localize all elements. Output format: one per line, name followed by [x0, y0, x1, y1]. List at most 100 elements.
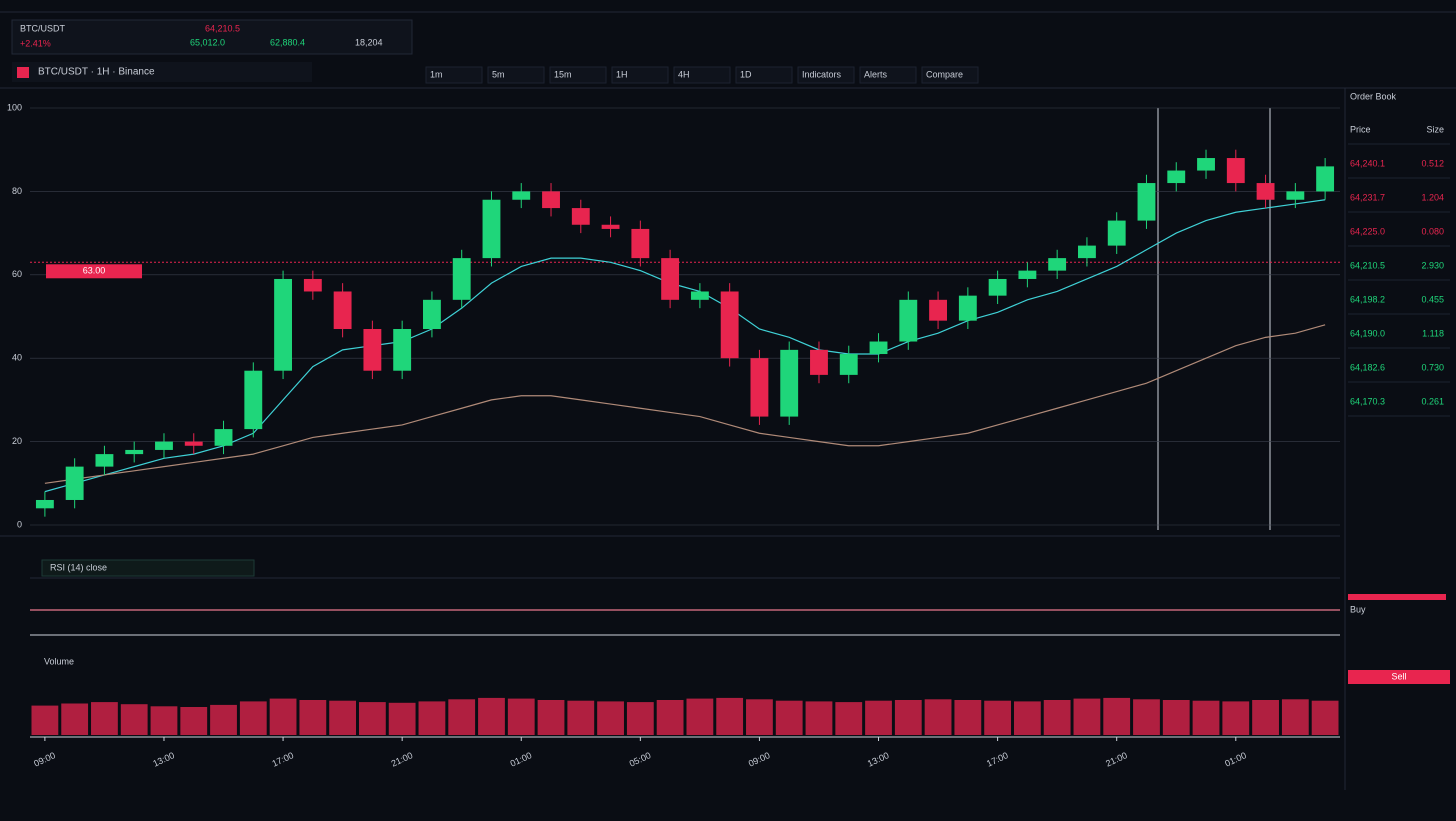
volume-bar	[537, 700, 565, 735]
low: 62,880.4	[270, 37, 305, 47]
toolbar-label[interactable]: 4H	[678, 69, 690, 79]
volume-bar	[686, 698, 714, 735]
high: 65,012.0	[190, 37, 225, 47]
y-tick-label: 40	[12, 353, 22, 363]
order-book-cell: 1.204	[1421, 192, 1444, 202]
toolbar-button[interactable]	[673, 66, 731, 84]
candle-body	[958, 295, 977, 321]
change: +2.41%	[20, 38, 51, 48]
order-book-cell: 0.512	[1421, 158, 1444, 168]
order-book-cell: 64,190.0	[1350, 328, 1385, 338]
y-tick-label: 0	[17, 519, 22, 529]
toolbar-button[interactable]	[549, 66, 607, 84]
volume-bar	[1103, 697, 1131, 735]
toolbar-button[interactable]	[797, 66, 855, 84]
candle-body	[214, 429, 233, 446]
candle-body	[244, 370, 263, 430]
price-line-label: 63.00	[83, 266, 106, 276]
y-tick-label: 80	[12, 186, 22, 196]
buy-button[interactable]	[1348, 594, 1446, 600]
volume-bar	[1133, 699, 1160, 735]
candle-body	[690, 291, 709, 300]
candle-body	[95, 454, 114, 467]
toolbar-button[interactable]	[735, 66, 793, 84]
order-book-cell: 0.455	[1421, 294, 1444, 304]
indicator-tag	[41, 559, 255, 577]
candle-body	[601, 224, 620, 229]
volume-bar	[1192, 700, 1220, 735]
candle-body	[988, 278, 1007, 296]
order-book-cell: 64,170.3	[1350, 396, 1385, 406]
toolbar-button[interactable]	[859, 66, 917, 84]
order-book-cell: 1.118	[1422, 328, 1444, 338]
indicator-label: RSI (14) close	[50, 562, 107, 572]
candle-body	[303, 278, 322, 292]
volume-bar	[805, 701, 833, 735]
volume-bar	[865, 700, 892, 735]
order-book-cell: 64,182.6	[1350, 362, 1385, 372]
chart-header: BTC/USDT · 1H · Binance	[38, 67, 155, 78]
toolbar-label[interactable]: 1m	[430, 69, 443, 79]
volume-bar	[507, 698, 535, 735]
y-tick-label: 60	[12, 269, 22, 279]
candle-body	[482, 199, 501, 259]
candle-body	[184, 441, 203, 446]
volume-bar	[746, 699, 773, 735]
last-price: 64,210.5	[205, 23, 240, 33]
candle-body	[899, 299, 918, 342]
volume-bar	[61, 703, 89, 735]
order-book-cell: 2.930	[1421, 260, 1444, 270]
volume-bar	[448, 699, 476, 735]
candle-body	[512, 191, 531, 200]
order-book-cell: 0.261	[1421, 396, 1444, 406]
volume-bar	[656, 700, 684, 735]
toolbar-label[interactable]: Alerts	[864, 69, 888, 79]
candle-body	[1107, 220, 1126, 246]
candle-body	[65, 466, 84, 500]
volume-bar	[120, 704, 148, 735]
toolbar-label[interactable]: Compare	[926, 69, 963, 79]
symbol: BTC/USDT	[20, 23, 66, 33]
candle-body	[542, 191, 560, 209]
toolbar-button[interactable]	[487, 66, 545, 84]
toolbar-label[interactable]: 15m	[554, 69, 572, 79]
candle-body	[1197, 158, 1215, 171]
volume-bar	[1013, 701, 1041, 735]
sell-label[interactable]: Sell	[1391, 671, 1406, 681]
buy-label[interactable]: Buy	[1350, 604, 1366, 614]
candle-body	[1316, 166, 1335, 192]
candle-body	[155, 441, 173, 450]
volume-bar	[716, 697, 744, 735]
volume-bar	[31, 705, 59, 735]
toolbar-label[interactable]: 1D	[740, 69, 752, 79]
volume-bar	[626, 702, 654, 735]
toolbar: 1m 5m 15m 1H 4H 1D Indicators Alerts Compare	[425, 66, 979, 84]
toolbar-label[interactable]: 1H	[616, 69, 628, 79]
volume-bar	[329, 700, 357, 735]
order-book-cell: Price	[1350, 124, 1371, 134]
candle-body	[1286, 191, 1305, 200]
candle-body	[780, 349, 799, 417]
volume-24h: 18,204	[355, 37, 383, 47]
toolbar-button[interactable]	[425, 66, 483, 84]
price-tag	[46, 264, 142, 279]
order-book-cell: 64,231.7	[1350, 192, 1385, 202]
candle-body	[125, 449, 144, 455]
volume-bar	[1222, 701, 1250, 735]
candle-body	[1018, 270, 1037, 279]
candle-body	[750, 358, 769, 417]
candle-body	[631, 228, 650, 259]
candle-body	[35, 499, 54, 509]
toolbar-label[interactable]: Indicators	[802, 69, 842, 79]
sell-button[interactable]	[1348, 670, 1450, 684]
toolbar-button[interactable]	[921, 66, 979, 84]
volume-bar	[299, 700, 327, 735]
candle-body	[423, 299, 441, 330]
toolbar-button[interactable]	[611, 66, 669, 84]
volume-bar	[1311, 700, 1339, 735]
candle-body	[810, 349, 828, 375]
candle-body	[393, 329, 412, 371]
candle-body	[869, 341, 888, 355]
candle-body	[452, 258, 471, 300]
toolbar-label[interactable]: 5m	[492, 69, 505, 79]
